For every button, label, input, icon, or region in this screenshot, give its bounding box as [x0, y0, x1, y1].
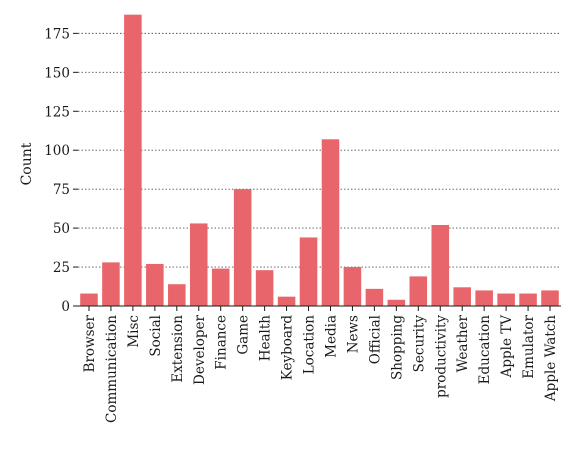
x-tick-label: Security: [411, 315, 427, 373]
bar: [168, 284, 186, 306]
x-tick-label: Location: [302, 315, 318, 375]
bar: [366, 289, 384, 306]
x-tick-label: Official: [367, 315, 383, 364]
bar: [410, 276, 428, 306]
bar: [541, 290, 559, 306]
x-tick-label: Communication: [104, 315, 120, 423]
y-tick-label: 25: [53, 260, 70, 276]
gridlines: [78, 33, 561, 267]
x-tick-label: Health: [258, 315, 274, 362]
bar: [212, 269, 230, 306]
y-tick-label: 0: [61, 299, 70, 315]
bar: [519, 294, 537, 306]
x-tick-label: Keyboard: [280, 315, 296, 381]
bar: [190, 223, 208, 306]
x-tick-label: Weather: [455, 314, 471, 372]
y-axis: 0 25 50 75 100 125 150 175: [44, 26, 78, 315]
y-tick-label: 75: [53, 182, 70, 198]
bar: [453, 287, 471, 306]
bar: [475, 290, 493, 306]
bar: [388, 300, 406, 306]
bar: [431, 225, 449, 306]
bars: [80, 15, 559, 306]
x-tick-label: News: [345, 315, 361, 353]
bar: [344, 267, 362, 306]
bar: [497, 294, 515, 306]
bar: [234, 189, 252, 306]
x-tick-label: Media: [323, 315, 339, 358]
bar: [300, 237, 318, 306]
x-tick-label: Developer: [192, 314, 208, 385]
bar: [124, 15, 142, 306]
x-tick-label: Extension: [170, 315, 186, 383]
y-axis-label: Count: [19, 142, 35, 185]
bar: [146, 264, 164, 306]
y-tick-label: 150: [44, 65, 70, 81]
bar: [256, 270, 274, 306]
x-tick-label: productivity: [433, 315, 449, 398]
x-tick-label: Social: [148, 315, 164, 357]
y-tick-label: 175: [44, 26, 70, 42]
bar: [80, 294, 98, 306]
x-tick-label: Emulator: [521, 314, 537, 378]
bar: [102, 262, 120, 306]
x-tick-label: Shopping: [389, 315, 405, 380]
x-tick-label: Apple TV: [499, 315, 515, 379]
x-tick-label: Finance: [214, 315, 230, 370]
y-tick-label: 125: [44, 104, 70, 120]
y-tick-label: 50: [53, 221, 70, 237]
x-tick-label: Education: [477, 315, 493, 385]
x-tick-label: Misc: [126, 315, 142, 348]
bar: [322, 139, 340, 306]
x-axis: Browser Communication Misc Social Extension D…: [78, 306, 561, 423]
x-tick-label: Browser: [82, 314, 98, 372]
bar: [278, 297, 296, 306]
x-tick-label: Apple Watch: [543, 315, 559, 402]
x-tick-label: Game: [236, 315, 252, 355]
y-tick-label: 100: [44, 143, 70, 159]
